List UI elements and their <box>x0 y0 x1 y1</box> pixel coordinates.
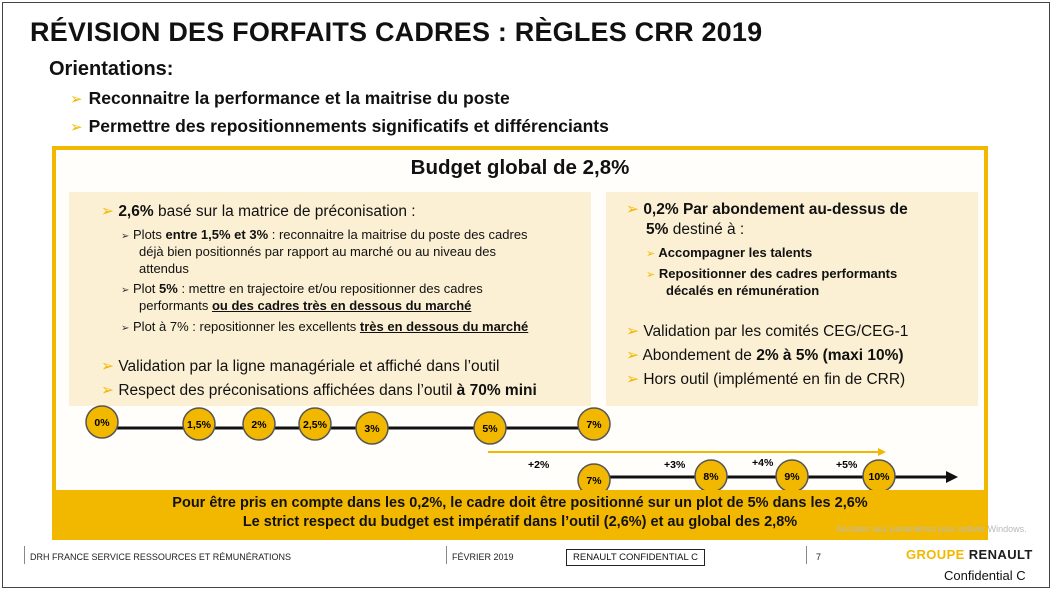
left-sub-item-cont: attendus <box>139 261 189 276</box>
arrow-bullet-icon: ➢ <box>121 231 130 242</box>
increment-label: +3% <box>664 459 686 471</box>
plot-label: 2% <box>251 419 267 431</box>
budget-title: Budget global de 2,8% <box>410 156 630 179</box>
footer-department: DRH FRANCE SERVICE RESSOURCES ET RÉMUNÉR… <box>30 552 292 562</box>
increment-labels: +2% +3% +4% +5% <box>528 457 858 471</box>
axis-arrowhead-icon <box>946 471 958 483</box>
arrow-bullet-icon: ➢ <box>626 370 639 388</box>
plot-label: 1,5% <box>187 419 212 431</box>
left-sub-item: ➢ Plot à 7% : repositionner les excellen… <box>121 319 529 334</box>
confidential-c-label: Confidential C <box>944 568 1026 583</box>
arrow-bullet-icon: ➢ <box>626 346 639 364</box>
left-sub-item-cont: performants ou des cadres très en dessou… <box>139 298 472 313</box>
increment-label: +4% <box>752 457 774 469</box>
footer-separator <box>24 546 25 564</box>
top-plots: 0% 1,5% 2% 2,5% 3% 5% 7% <box>85 405 611 445</box>
left-sub-item: ➢ Plots entre 1,5% et 3% : reconnaitre l… <box>121 227 528 242</box>
left-sub-item-cont: déjà bien positionnés par rapport au mar… <box>139 244 497 259</box>
bottom-plots: 7% 8% 9% 10% <box>577 459 896 497</box>
plot-label: 3% <box>364 423 380 435</box>
orientation-item: ➢ Reconnaitre la performance et la maitr… <box>70 88 510 109</box>
footer-confidential: RENAULT CONFIDENTIAL C <box>566 549 705 566</box>
footer-page-number: 7 <box>816 552 822 562</box>
plot-circle <box>473 411 507 445</box>
orientation-text: Permettre des repositionnements signific… <box>88 116 609 136</box>
right-sub-item: ➢ Accompagner les talents <box>646 245 813 260</box>
arrow-bullet-icon: ➢ <box>101 202 114 220</box>
footer-band: Pour être pris en compte dans les 0,2%, … <box>56 490 984 536</box>
plot-circle <box>242 407 276 441</box>
arrow-bullet-icon: ➢ <box>646 247 656 260</box>
right-heading: ➢ 0,2% Par abondement au-dessus de <box>626 200 908 218</box>
increment-label: +5% <box>836 459 858 471</box>
plot-circle <box>577 407 611 441</box>
right-sub-item-cont: décalés en rémunération <box>666 283 820 298</box>
left-sub-item: ➢ Plot 5% : mettre en trajectoire et/ou … <box>121 281 483 296</box>
plot-label: 2,5% <box>303 419 328 431</box>
plot-label: 9% <box>784 471 800 483</box>
arrow-bullet-icon: ➢ <box>121 323 130 334</box>
orientation-text: Reconnaitre la performance et la maitris… <box>88 88 510 108</box>
arrow-bullet-icon: ➢ <box>121 285 130 296</box>
left-panel: ➢ 2,6% basé sur la matrice de préconisat… <box>69 192 591 406</box>
arrow-bullet-icon: ➢ <box>70 117 83 136</box>
orientations-heading: Orientations: <box>49 58 174 80</box>
plot-label: 7% <box>586 475 602 487</box>
plot-label: 5% <box>482 423 498 435</box>
right-panel: ➢ 0,2% Par abondement au-dessus de 5% de… <box>606 192 978 406</box>
slide-title: RÉVISION DES FORFAITS CADRES : RÈGLES CR… <box>30 17 763 47</box>
right-heading-cont: 5% destiné à : <box>646 221 745 238</box>
right-bullet: ➢ Validation par les comités CEG/CEG-1 <box>626 322 909 340</box>
plot-label: 8% <box>703 471 719 483</box>
arrow-bullet-icon: ➢ <box>70 89 83 108</box>
right-bullet: ➢ Hors outil (implémenté en fin de CRR) <box>626 370 906 388</box>
footer-rule-2: Le strict respect du budget est impérati… <box>242 514 798 530</box>
budget-box: Budget global de 2,8% ➢ 2,6% basé sur la… <box>52 146 988 540</box>
arrow-bullet-icon: ➢ <box>646 268 656 281</box>
arrow-bullet-icon: ➢ <box>626 322 639 340</box>
right-sub-item: ➢ Repositionner des cadres performants <box>646 266 898 281</box>
plot-circle <box>298 407 332 441</box>
footer-separator <box>446 546 447 564</box>
arrow-bullet-icon: ➢ <box>101 381 114 399</box>
arrow-bullet-icon: ➢ <box>626 200 639 218</box>
left-validation: ➢ Validation par la ligne managériale et… <box>101 357 500 375</box>
left-respect: ➢ Respect des préconisations affichées d… <box>101 381 537 399</box>
plot-label: 0% <box>94 417 110 429</box>
plot-timeline: +2% +3% +4% +5% 0% 1,5% 2% 2,5% 3% 5% 7% 7% 8% 9… <box>85 405 958 497</box>
orientation-item: ➢ Permettre des repositionnements signif… <box>70 116 609 137</box>
plot-circle <box>355 411 389 445</box>
plot-label: 10% <box>868 471 890 483</box>
groupe-renault-logo: GROUPE RENAULT <box>906 547 1033 562</box>
arrow-bullet-icon: ➢ <box>101 357 114 375</box>
left-heading: ➢ 2,6% basé sur la matrice de préconisat… <box>101 202 416 220</box>
plot-circle <box>182 407 216 441</box>
increment-label: +2% <box>528 459 550 471</box>
windows-watermark: Accédez aux paramètres pour activer Wind… <box>836 524 1027 534</box>
increment-arrowhead-icon <box>878 448 886 456</box>
footer-rule-1: Pour être pris en compte dans les 0,2%, … <box>172 495 868 511</box>
right-bullet: ➢ Abondement de 2% à 5% (maxi 10%) <box>626 346 904 364</box>
plot-label: 7% <box>586 419 602 431</box>
increment-arrows <box>488 448 886 456</box>
footer-date: FÉVRIER 2019 <box>452 552 514 562</box>
footer-separator <box>806 546 807 564</box>
plot-circle <box>85 405 119 439</box>
